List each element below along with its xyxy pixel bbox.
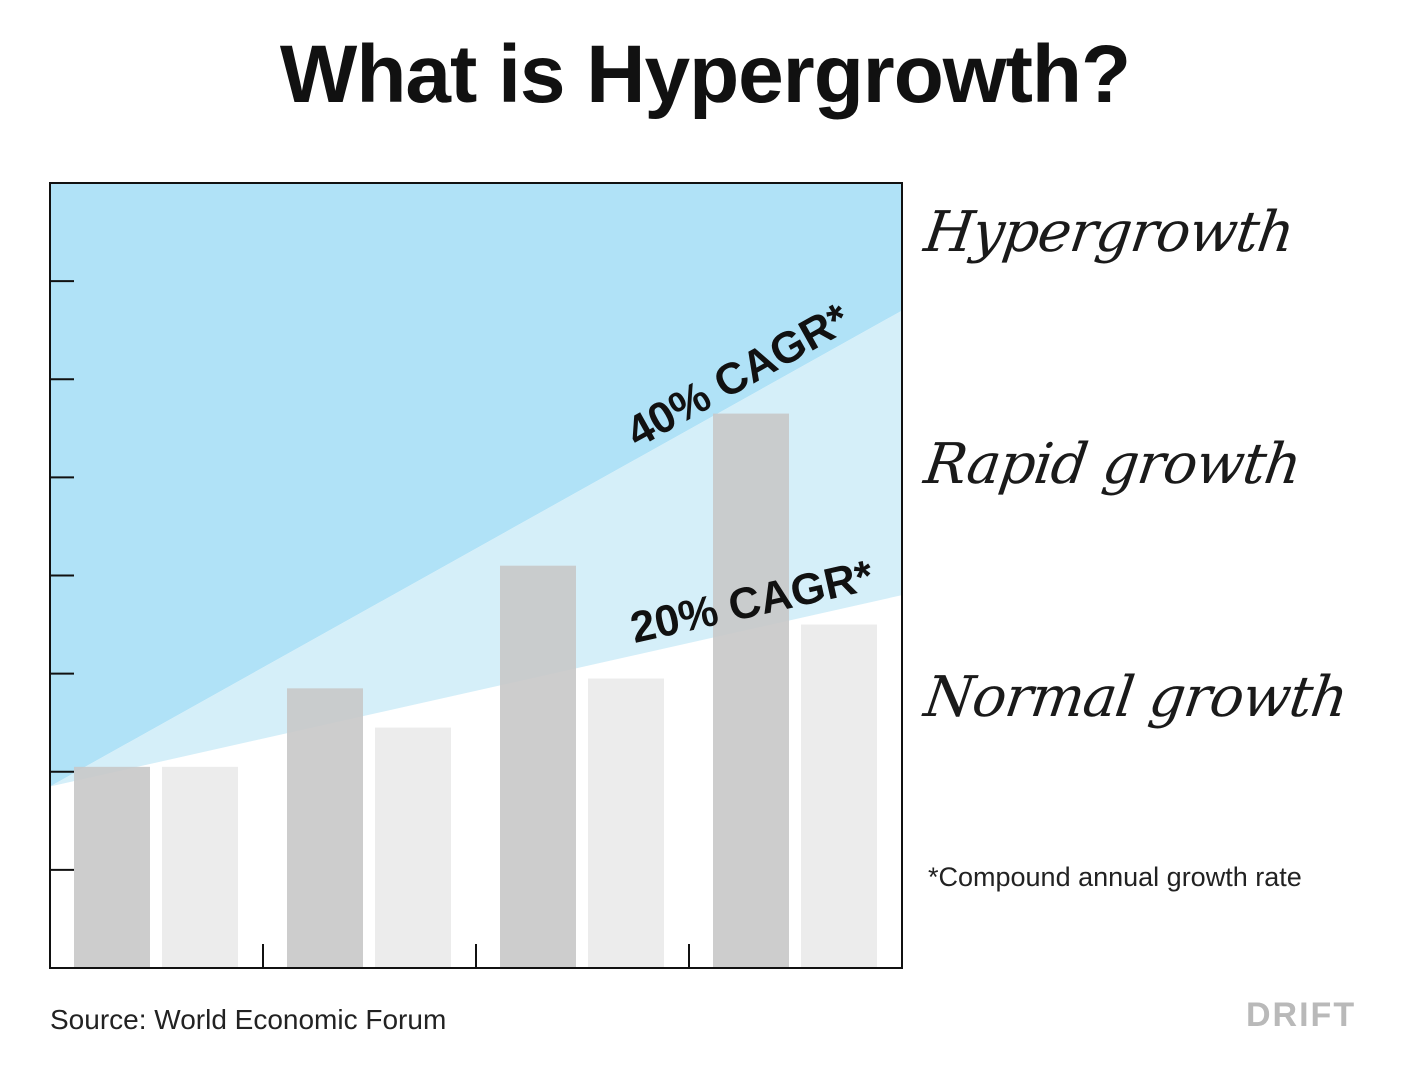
source-note: Source: World Economic Forum xyxy=(50,1004,447,1035)
hypergrowth-zone xyxy=(50,183,902,787)
bar xyxy=(713,413,789,968)
rapid-growth-zone xyxy=(50,310,902,787)
bar xyxy=(375,727,451,968)
zone-label-rapid-growth: Rapid growth xyxy=(920,432,1305,497)
bar xyxy=(588,678,664,968)
zone-label-hypergrowth: Hypergrowth xyxy=(920,200,1298,265)
bar xyxy=(500,565,576,968)
zone-label-normal-growth: Normal growth xyxy=(920,665,1352,730)
bar xyxy=(801,624,877,968)
drift-logo: DRIFT xyxy=(1246,996,1357,1034)
bar xyxy=(162,766,238,968)
page-title: What is Hypergrowth? xyxy=(279,29,1131,120)
bar xyxy=(74,766,150,968)
footnote: *Compound annual growth rate xyxy=(928,862,1302,892)
bar xyxy=(287,688,363,968)
